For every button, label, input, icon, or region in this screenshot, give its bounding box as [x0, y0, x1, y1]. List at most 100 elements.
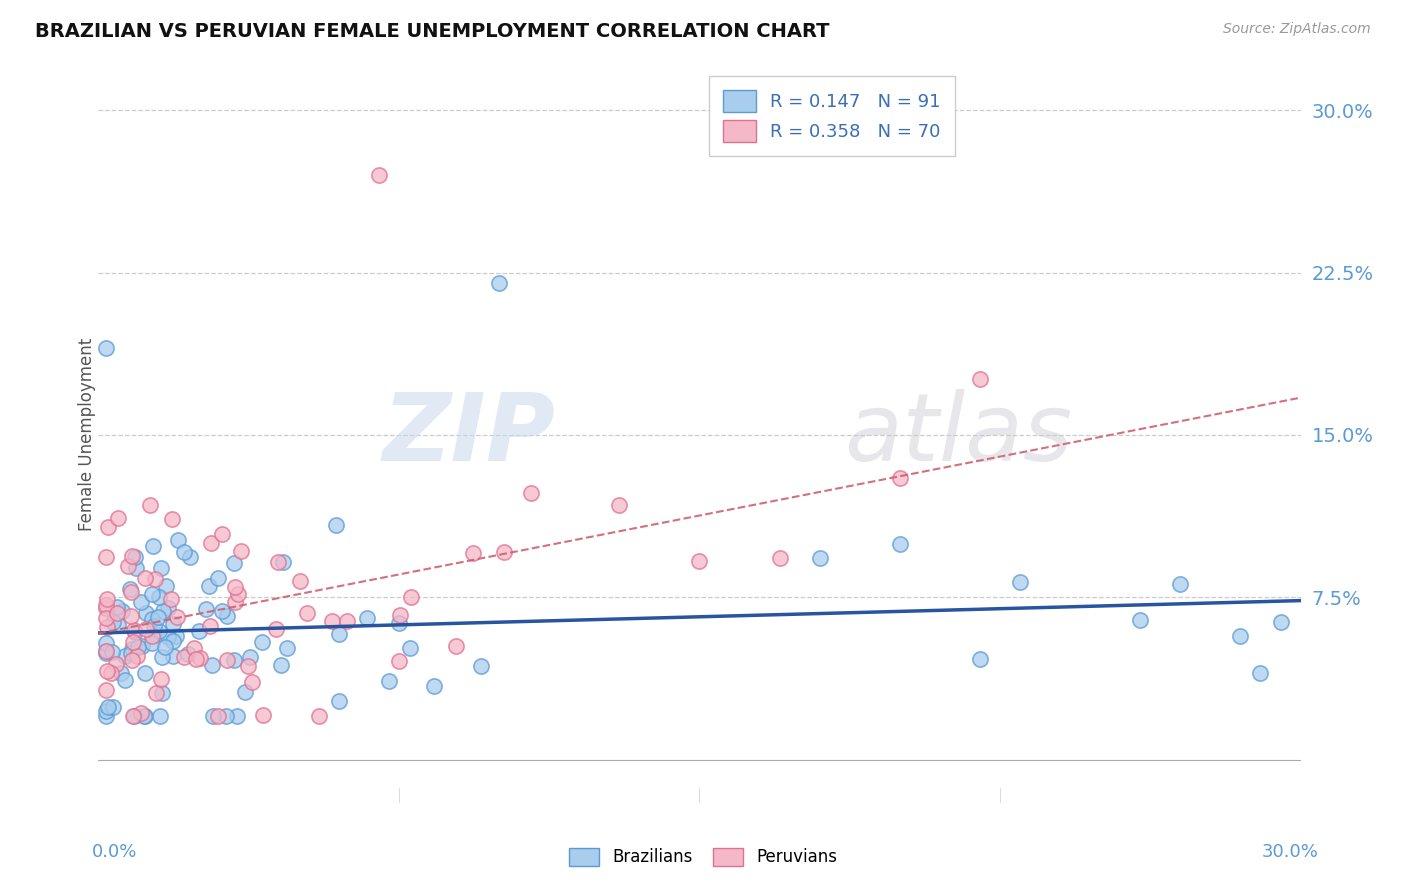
Text: ZIP: ZIP	[382, 389, 555, 481]
Point	[120, 585, 142, 599]
Point	[207, 572, 229, 586]
Point	[96, 704, 118, 718]
Point	[155, 578, 177, 592]
Point	[222, 653, 245, 667]
Point	[446, 639, 468, 653]
Point	[520, 486, 543, 500]
Point	[105, 599, 128, 614]
Point	[688, 553, 710, 567]
Point	[328, 694, 350, 708]
Point	[121, 642, 143, 657]
Point	[148, 624, 170, 638]
Y-axis label: Female Unemployment: Female Unemployment	[79, 338, 96, 532]
Point	[121, 653, 143, 667]
Point	[470, 659, 492, 673]
Point	[122, 709, 145, 723]
Point	[114, 673, 136, 687]
Point	[142, 539, 165, 553]
Point	[969, 372, 991, 386]
Point	[160, 592, 183, 607]
Text: BRAZILIAN VS PERUVIAN FEMALE UNEMPLOYMENT CORRELATION CHART: BRAZILIAN VS PERUVIAN FEMALE UNEMPLOYMEN…	[35, 22, 830, 41]
Text: 0.0%: 0.0%	[91, 843, 136, 861]
Point	[160, 512, 183, 526]
Point	[488, 277, 510, 291]
Point	[101, 615, 124, 630]
Point	[149, 709, 172, 723]
Point	[162, 634, 184, 648]
Point	[149, 672, 172, 686]
Point	[297, 606, 319, 620]
Point	[423, 680, 446, 694]
Point	[177, 648, 200, 662]
Point	[96, 620, 118, 634]
Point	[96, 709, 118, 723]
Point	[141, 636, 163, 650]
Point	[461, 546, 484, 560]
Point	[186, 652, 208, 666]
Point	[114, 649, 136, 664]
Point	[200, 536, 222, 550]
Point	[388, 616, 411, 631]
Point	[124, 625, 146, 640]
Point	[111, 604, 134, 618]
Point	[97, 699, 120, 714]
Point	[236, 658, 259, 673]
Point	[202, 709, 225, 723]
Point	[132, 709, 155, 723]
Point	[226, 586, 249, 600]
Point	[368, 168, 391, 182]
Point	[96, 643, 118, 657]
Point	[97, 520, 120, 534]
Point	[198, 578, 221, 592]
Point	[1229, 630, 1251, 644]
Point	[143, 572, 166, 586]
Point	[117, 559, 139, 574]
Point	[139, 498, 162, 512]
Point	[166, 610, 188, 624]
Point	[152, 604, 174, 618]
Point	[198, 618, 221, 632]
Point	[120, 609, 142, 624]
Point	[96, 643, 118, 657]
Point	[125, 561, 148, 575]
Point	[321, 614, 343, 628]
Point	[148, 590, 170, 604]
Point	[308, 709, 330, 723]
Point	[222, 556, 245, 570]
Point	[96, 549, 118, 564]
Point	[808, 550, 831, 565]
Point	[118, 582, 141, 596]
Point	[141, 629, 163, 643]
Point	[153, 640, 176, 654]
Point	[134, 571, 156, 585]
Point	[162, 648, 184, 663]
Point	[183, 641, 205, 656]
Point	[173, 545, 195, 559]
Point	[100, 666, 122, 681]
Point	[110, 666, 132, 681]
Point	[107, 618, 129, 632]
Point	[127, 640, 149, 654]
Legend: Brazilians, Peruvians: Brazilians, Peruvians	[561, 839, 845, 875]
Point	[378, 673, 401, 688]
Point	[96, 646, 118, 660]
Point	[266, 622, 288, 636]
Point	[233, 685, 256, 699]
Text: atlas: atlas	[844, 389, 1071, 481]
Point	[328, 627, 350, 641]
Point	[388, 607, 411, 622]
Point	[96, 600, 118, 615]
Point	[96, 682, 118, 697]
Point	[201, 658, 224, 673]
Point	[1250, 665, 1272, 680]
Point	[141, 587, 163, 601]
Point	[271, 555, 294, 569]
Point	[211, 527, 233, 541]
Point	[122, 635, 145, 649]
Point	[165, 629, 187, 643]
Point	[889, 537, 911, 551]
Point	[129, 595, 152, 609]
Point	[239, 649, 262, 664]
Point	[173, 650, 195, 665]
Point	[240, 675, 263, 690]
